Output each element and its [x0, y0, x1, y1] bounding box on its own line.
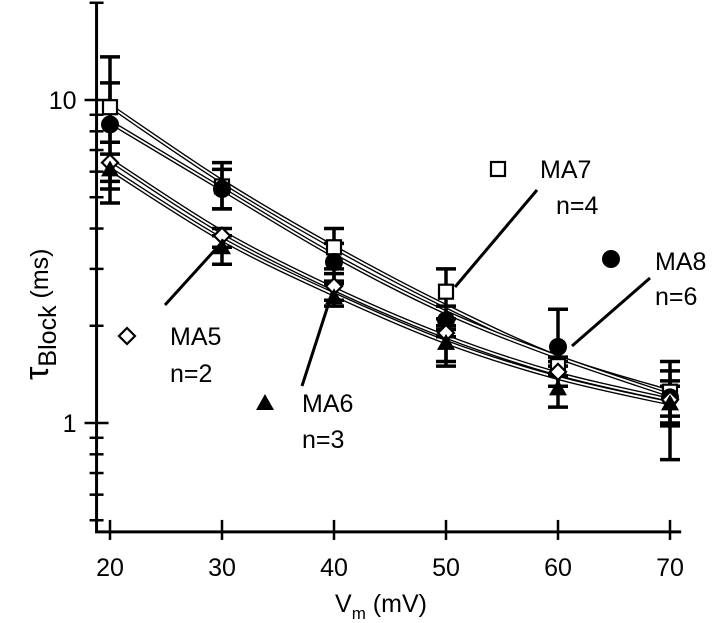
point-ma8 — [549, 337, 567, 356]
series-label-ma5: MA5 — [170, 323, 221, 351]
error-bars — [100, 55, 680, 462]
y-tick-label: 1 — [63, 410, 77, 438]
leader-line-ma8 — [571, 276, 651, 348]
leader-line-ma6 — [300, 292, 334, 387]
y-tick-label: 10 — [49, 87, 77, 115]
x-tick-label: 70 — [656, 554, 684, 582]
x-tick-label: 20 — [96, 554, 124, 582]
n-label-ma5: n=2 — [170, 360, 212, 388]
point-ma7 — [437, 283, 455, 300]
annotations: MA7 n=4 MA8 n=6 MA5 n=2 MA6 n=3 — [117, 156, 706, 454]
point-ma7 — [101, 99, 119, 116]
data-points — [100, 99, 680, 411]
axes: 20 30 40 50 60 70 1 10 — [49, 1, 684, 582]
fit-curve-inner-ma6 — [113, 170, 671, 405]
n-label-ma7: n=4 — [556, 192, 599, 220]
x-tick-label: 40 — [320, 554, 348, 582]
n-label-ma6: n=3 — [302, 426, 344, 454]
point-ma8 — [437, 311, 455, 330]
series-label-ma8: MA8 — [655, 248, 706, 276]
point-ma8 — [325, 253, 343, 272]
leader-line-ma7 — [453, 189, 539, 288]
point-ma6 — [549, 379, 567, 396]
point-ma6 — [437, 333, 455, 350]
x-tick-label: 60 — [544, 554, 572, 582]
legend-marker-ma5 — [117, 326, 137, 346]
point-ma6 — [661, 394, 679, 411]
point-ma6 — [101, 160, 119, 177]
n-label-ma8: n=6 — [655, 283, 697, 311]
point-ma8 — [213, 180, 231, 199]
legend-marker-ma6 — [256, 394, 274, 410]
legend-marker-ma8 — [602, 250, 620, 268]
leader-line-ma5 — [163, 238, 226, 307]
x-tick-label: 50 — [432, 554, 460, 582]
legend-marker-ma7 — [489, 160, 507, 178]
point-ma6 — [213, 238, 231, 255]
point-ma7 — [325, 239, 343, 256]
x-tick-label: 30 — [208, 554, 236, 582]
series-label-ma6: MA6 — [302, 390, 353, 418]
x-axis-label: Vm (mV) — [335, 590, 427, 623]
point-ma8 — [101, 115, 119, 134]
series-label-ma7: MA7 — [540, 156, 591, 184]
axis-lines — [95, 2, 682, 534]
y-axis-label: τBlock (ms) — [18, 249, 62, 381]
